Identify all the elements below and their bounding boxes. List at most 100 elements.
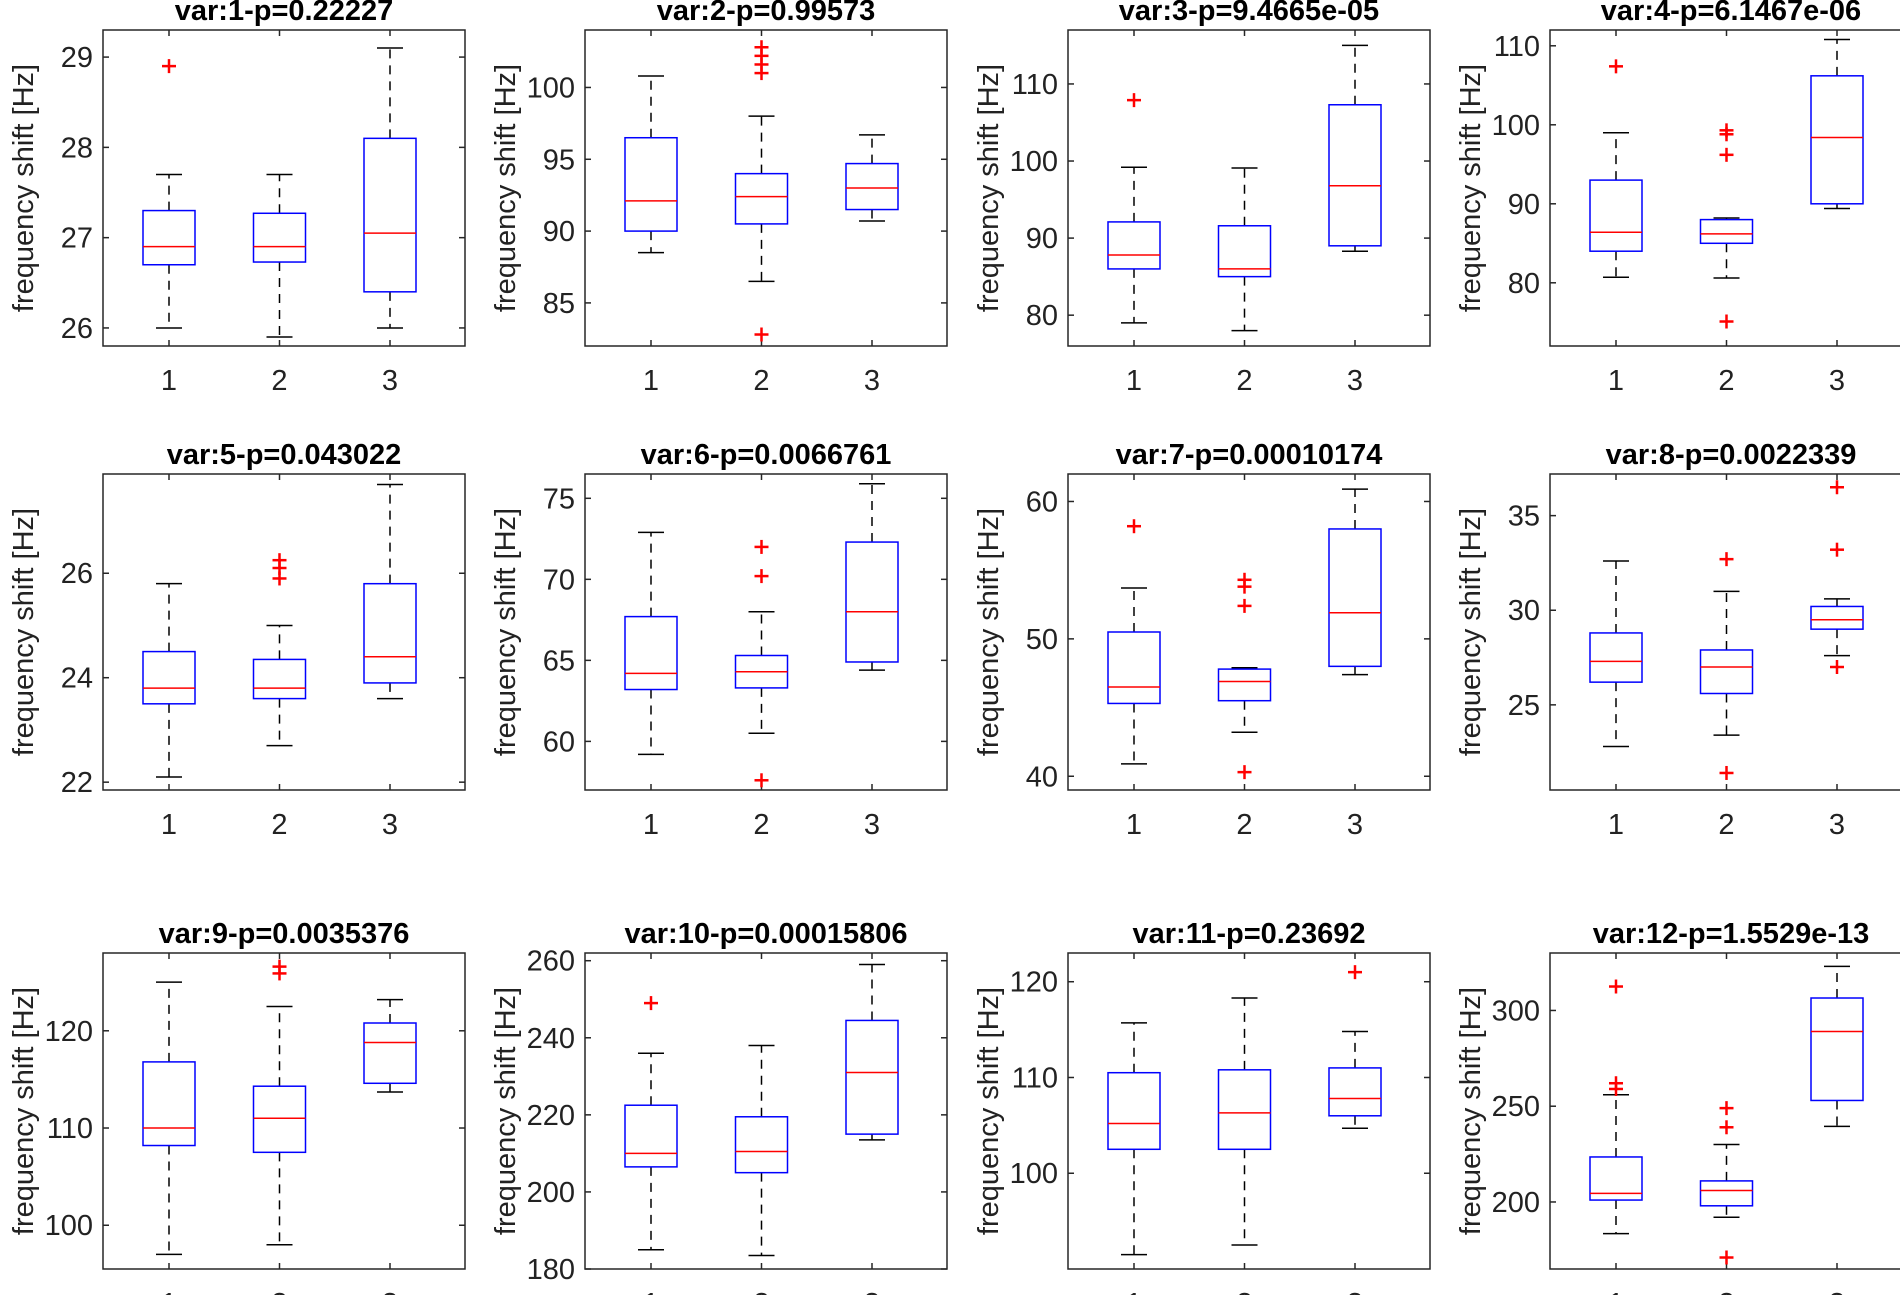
outlier-marker <box>1127 519 1141 534</box>
iqr-box <box>734 1116 789 1174</box>
iqr-box <box>624 615 678 691</box>
outlier-marker <box>1609 59 1623 74</box>
y-tick-label: 30 <box>1508 595 1540 627</box>
outlier-marker <box>162 59 176 74</box>
y-tick-label: 90 <box>1026 223 1058 255</box>
box-group-2 <box>1217 167 1272 332</box>
iqr-box <box>734 172 789 225</box>
y-tick-label: 100 <box>1492 110 1540 142</box>
box-group-3 <box>363 47 417 329</box>
x-tick-label: 1 <box>161 365 177 397</box>
outlier-marker <box>1830 480 1844 495</box>
y-tick-label: 180 <box>527 1254 575 1286</box>
outlier-marker <box>272 959 287 974</box>
outlier-marker <box>754 327 769 342</box>
y-tick-label: 75 <box>543 483 575 515</box>
box-group-3 <box>1328 44 1382 252</box>
iqr-box <box>142 209 196 266</box>
chart-title: var:7-p=0.00010174 <box>1116 439 1383 471</box>
y-axis-label: frequency shift [Hz] <box>973 987 1005 1235</box>
iqr-box <box>363 582 417 684</box>
x-tick-label: 2 <box>1236 1288 1252 1295</box>
y-tick-label: 110 <box>1494 31 1540 63</box>
chart-title: var:2-p=0.99573 <box>657 0 875 27</box>
y-tick-label: 240 <box>527 1023 575 1055</box>
box-group-2 <box>1699 123 1754 329</box>
outlier-marker <box>1830 660 1844 675</box>
x-tick-label: 1 <box>161 1288 177 1295</box>
axes-frame <box>1067 952 1431 1270</box>
x-tick-label: 1 <box>1608 365 1624 397</box>
outlier-marker <box>1609 1076 1623 1091</box>
box-group-3 <box>363 998 417 1093</box>
outlier-marker <box>644 996 658 1011</box>
iqr-box <box>1107 221 1161 270</box>
x-tick-label: 2 <box>753 809 769 841</box>
subplot-9: var:9-p=0.0035376 frequency shift [Hz] 100… <box>8 918 466 1295</box>
box-group-3 <box>845 134 899 222</box>
x-tick-label: 1 <box>1608 809 1624 841</box>
y-tick-label: 110 <box>47 1113 93 1145</box>
iqr-box <box>252 1085 307 1154</box>
iqr-box <box>142 1061 196 1147</box>
box-group-1 <box>624 75 678 254</box>
y-tick-label: 200 <box>1492 1187 1540 1219</box>
box-group-1 <box>142 59 196 329</box>
outlier-marker <box>1719 552 1734 567</box>
subplot-2: var:2-p=0.99573 frequency shift [Hz] 85 90 9… <box>490 0 948 397</box>
x-tick-label: 1 <box>1126 1288 1142 1295</box>
x-tick-label: 2 <box>1718 365 1734 397</box>
box-group-1 <box>1107 519 1161 765</box>
box-group-2 <box>1217 997 1272 1246</box>
axes-frame <box>1549 952 1900 1270</box>
y-tick-label: 40 <box>1026 761 1058 793</box>
y-tick-label: 260 <box>527 946 575 978</box>
subplot-5: var:5-p=0.043022 frequency shift [Hz] 22 24… <box>8 439 466 841</box>
y-tick-label: 22 <box>61 767 93 799</box>
outlier-marker <box>1719 123 1734 138</box>
box-group-2 <box>734 539 789 788</box>
outlier-marker <box>754 773 769 788</box>
axes-frame <box>102 952 466 1270</box>
x-tick-label: 1 <box>643 365 659 397</box>
iqr-box <box>252 212 307 263</box>
iqr-box <box>1589 179 1643 252</box>
box-group-1 <box>1589 59 1643 279</box>
y-tick-label: 220 <box>527 1100 575 1132</box>
y-axis-label: frequency shift [Hz] <box>973 508 1005 756</box>
box-group-3 <box>845 482 899 671</box>
x-tick-label: 1 <box>1608 1288 1624 1295</box>
chart-title: var:10-p=0.00015806 <box>625 918 908 950</box>
iqr-box <box>1217 668 1272 702</box>
iqr-box <box>363 1022 417 1085</box>
box-group-1 <box>142 981 196 1256</box>
axes-frame <box>584 952 948 1270</box>
outlier-marker <box>1348 965 1362 980</box>
y-axis-label: frequency shift [Hz] <box>490 508 522 756</box>
y-tick-label: 60 <box>543 726 575 758</box>
outlier-marker <box>1719 1101 1734 1116</box>
iqr-box <box>845 162 899 211</box>
subplot-8: var:8-p=0.0022339 frequency shift [Hz] 25 3… <box>1455 439 1900 841</box>
x-tick-label: 2 <box>1718 809 1734 841</box>
box-group-1 <box>142 582 196 778</box>
iqr-box <box>1589 1156 1643 1201</box>
y-axis-label: frequency shift [Hz] <box>1455 64 1487 312</box>
iqr-box <box>1328 528 1382 668</box>
box-group-1 <box>1107 93 1161 324</box>
x-tick-label: 3 <box>1347 365 1363 397</box>
x-tick-label: 1 <box>1126 365 1142 397</box>
y-tick-label: 80 <box>1508 268 1540 300</box>
axes-frame <box>584 473 948 791</box>
subplot-6: var:6-p=0.0066761 frequency shift [Hz] 60 6… <box>490 439 948 841</box>
iqr-box <box>1328 104 1382 247</box>
y-tick-label: 25 <box>1508 690 1540 722</box>
iqr-box <box>1328 1067 1382 1117</box>
chart-title: var:4-p=6.1467e-06 <box>1601 0 1861 27</box>
iqr-box <box>252 658 307 700</box>
iqr-box <box>845 541 899 663</box>
box-group-3 <box>1328 965 1382 1129</box>
chart-title: var:12-p=1.5529e-13 <box>1593 918 1870 950</box>
y-axis-label: frequency shift [Hz] <box>8 64 40 312</box>
y-tick-label: 28 <box>61 132 93 164</box>
